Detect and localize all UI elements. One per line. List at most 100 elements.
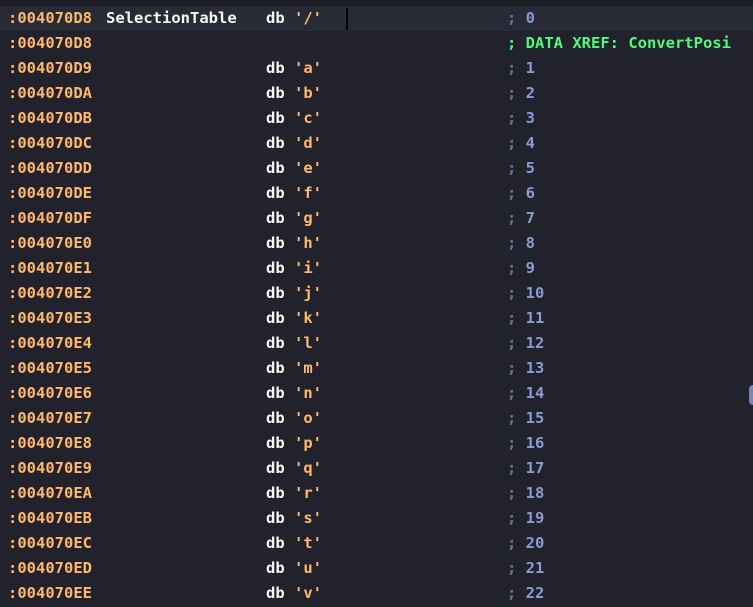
operand: 'f': [294, 184, 323, 202]
comment: ; 17: [507, 459, 545, 477]
listing-row[interactable]: :004070E4 db 'l' ; 12: [0, 331, 753, 356]
address: :004070DA: [8, 84, 92, 102]
instruction: db 'f': [266, 181, 322, 206]
comment-value: 8: [525, 234, 536, 252]
listing-row[interactable]: :004070E9 db 'q' ; 17: [0, 456, 753, 481]
comment: ; 9: [507, 259, 536, 277]
mnemonic: db: [266, 434, 285, 452]
listing-row[interactable]: :004070E3 db 'k' ; 11: [0, 306, 753, 331]
address: :004070EC: [8, 534, 92, 552]
instruction: db 'o': [266, 406, 322, 431]
instruction: db 'l': [266, 331, 322, 356]
comment-value: 15: [525, 409, 545, 427]
mnemonic: db: [266, 84, 285, 102]
address: :004070EA: [8, 484, 92, 502]
listing-row[interactable]: :004070E7 db 'o' ; 15: [0, 406, 753, 431]
address: :004070E4: [8, 334, 92, 352]
operand: 's': [294, 509, 323, 527]
listing-row[interactable]: :004070DB db 'c' ; 3: [0, 106, 753, 131]
listing-row[interactable]: :004070EE db 'v' ; 22: [0, 581, 753, 606]
listing-row[interactable]: :004070EB db 's' ; 19: [0, 506, 753, 531]
listing-row[interactable]: :004070DC db 'd' ; 4: [0, 131, 753, 156]
operand: 'n': [294, 384, 323, 402]
mnemonic: db: [266, 534, 285, 552]
comment-value: 3: [525, 109, 536, 127]
operand: 'l': [294, 334, 323, 352]
listing-row[interactable]: :004070D8 SelectionTable db '/' ; 0: [0, 6, 753, 31]
mnemonic: db: [266, 159, 285, 177]
instruction: db '/': [266, 6, 322, 31]
comment-value: 20: [525, 534, 545, 552]
comment: ; 15: [507, 409, 545, 427]
top-strip: [0, 0, 753, 6]
operand: 'i': [294, 259, 323, 277]
listing-row[interactable]: :004070E5 db 'm' ; 13: [0, 356, 753, 381]
address: :004070E9: [8, 459, 92, 477]
instruction: db 'n': [266, 381, 322, 406]
address: :004070DC: [8, 134, 92, 152]
listing-row[interactable]: :004070D9 db 'a' ; 1: [0, 56, 753, 81]
comment: ; 11: [507, 309, 545, 327]
comment-value: 22: [525, 584, 545, 602]
comment-value: 18: [525, 484, 545, 502]
comment-value: 2: [525, 84, 536, 102]
instruction: db 'p': [266, 431, 322, 456]
instruction: db 'b': [266, 81, 322, 106]
address: :004070ED: [8, 559, 92, 577]
instruction: db 'r': [266, 481, 322, 506]
operand: 'h': [294, 234, 323, 252]
comment-value: 13: [525, 359, 545, 377]
operand: 'c': [294, 109, 323, 127]
listing-row[interactable]: :004070E8 db 'p' ; 16: [0, 431, 753, 456]
mnemonic: db: [266, 134, 285, 152]
mnemonic: db: [266, 384, 285, 402]
mnemonic: db: [266, 209, 285, 227]
address: :004070DF: [8, 209, 92, 227]
listing-row[interactable]: :004070D8 ; DATA XREF: ConvertPosi: [0, 31, 753, 56]
comment: ; 4: [507, 134, 536, 152]
comment: ; 12: [507, 334, 545, 352]
mnemonic: db: [266, 559, 285, 577]
address: :004070E5: [8, 359, 92, 377]
operand: 'd': [294, 134, 323, 152]
instruction: db 'a': [266, 56, 322, 81]
listing-row[interactable]: :004070E1 db 'i' ; 9: [0, 256, 753, 281]
scrollbar-thumb[interactable]: [749, 385, 753, 405]
address: :004070D8: [8, 34, 92, 52]
listing-row[interactable]: :004070DF db 'g' ; 7: [0, 206, 753, 231]
mnemonic: db: [266, 484, 285, 502]
operand: 'e': [294, 159, 323, 177]
comment: ; 18: [507, 484, 545, 502]
comment: ; 1: [507, 59, 536, 77]
comment-value: 1: [525, 59, 536, 77]
instruction: db 'c': [266, 106, 322, 131]
comment-value: 10: [525, 284, 545, 302]
listing-row[interactable]: :004070DD db 'e' ; 5: [0, 156, 753, 181]
operand: 'q': [294, 459, 323, 477]
comment: ; 6: [507, 184, 536, 202]
listing-row[interactable]: :004070DA db 'b' ; 2: [0, 81, 753, 106]
listing-row[interactable]: :004070DE db 'f' ; 6: [0, 181, 753, 206]
comment-value: 9: [525, 259, 536, 277]
instruction: db 'v': [266, 581, 322, 606]
listing-row[interactable]: :004070E0 db 'h' ; 8: [0, 231, 753, 256]
comment-value: 7: [525, 209, 536, 227]
instruction: db 'k': [266, 306, 322, 331]
listing-row[interactable]: :004070EC db 't' ; 20: [0, 531, 753, 556]
address: :004070E6: [8, 384, 92, 402]
comment: ; 2: [507, 84, 536, 102]
operand: 't': [294, 534, 323, 552]
listing-row[interactable]: :004070E6 db 'n' ; 14: [0, 381, 753, 406]
address: :004070DE: [8, 184, 92, 202]
disassembly-listing[interactable]: :004070D8 SelectionTable db '/'; 0:004070D…: [0, 6, 753, 606]
operand: 'a': [294, 59, 323, 77]
comment: ; 3: [507, 109, 536, 127]
comment: ; 7: [507, 209, 536, 227]
comment: ; 0: [507, 9, 536, 27]
listing-row[interactable]: :004070ED db 'u' ; 21: [0, 556, 753, 581]
listing-row[interactable]: :004070E2 db 'j' ; 10: [0, 281, 753, 306]
instruction: db 't': [266, 531, 322, 556]
listing-row[interactable]: :004070EA db 'r' ; 18: [0, 481, 753, 506]
comment-value: 21: [525, 559, 545, 577]
address: :004070D9: [8, 59, 92, 77]
